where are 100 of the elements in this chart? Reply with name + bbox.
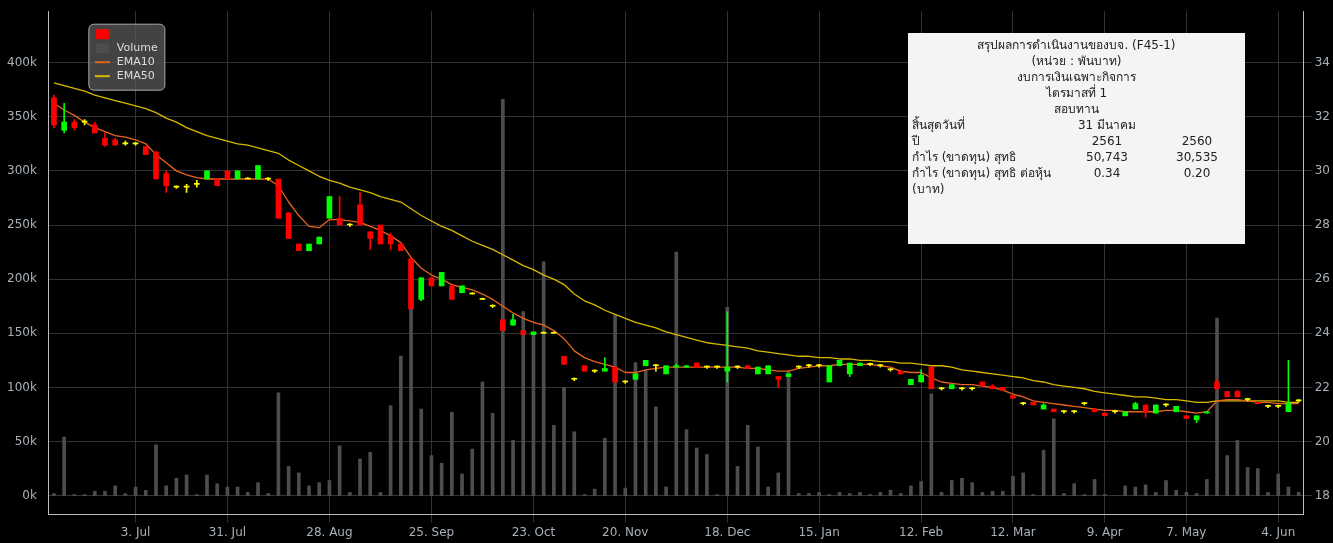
bar: [358, 458, 362, 496]
candlestick: [1203, 411, 1210, 414]
x-tick-label: 15. Jan: [798, 524, 840, 539]
bar: [347, 492, 352, 496]
candlestick: [295, 243, 302, 252]
x-tick-label: 12. Feb: [899, 524, 944, 539]
candlestick: [897, 370, 904, 375]
annotation: งบการเงินเฉพาะกิจการ: [1016, 69, 1137, 84]
candlestick: [1152, 404, 1159, 414]
y2-tick-label: 50k: [14, 433, 37, 448]
candlestick: [449, 285, 455, 300]
candlestick: [755, 366, 761, 375]
x-tick-label: 31. Jul: [208, 524, 247, 539]
candlestick: [408, 258, 414, 310]
candlestick: [153, 151, 159, 180]
annotation: สรุปผลการดำเนินงานของบจ. (F45-1): [976, 37, 1177, 53]
bar: [1215, 317, 1219, 496]
bar: [511, 440, 515, 496]
y-tick-label: 22: [1314, 379, 1331, 394]
bar: [399, 355, 403, 496]
bar: [1011, 475, 1015, 496]
bar: [603, 437, 607, 496]
bar: [266, 493, 271, 496]
x-tick-label: 12. Mar: [990, 524, 1036, 539]
candlestick: [316, 236, 323, 245]
bar: [1194, 493, 1199, 496]
text: ปี 2561 2560: [912, 134, 1213, 148]
bar: [745, 424, 750, 496]
bar: [664, 486, 668, 496]
text: สิ้นสุดวันที่ 31 มีนาคม: [912, 118, 1137, 132]
bar: [143, 489, 148, 496]
bar: [205, 474, 209, 496]
bar: [409, 308, 413, 496]
bar: [756, 446, 760, 496]
bar: [154, 444, 158, 496]
bar: [960, 478, 964, 496]
y2-tick-label: 350k: [6, 108, 37, 123]
x-tick-label: 18. Dec: [704, 524, 751, 539]
bar: [898, 493, 903, 496]
bar: [654, 406, 658, 496]
candlestick: [1122, 411, 1129, 417]
candlestick: [908, 378, 914, 386]
bar: [1153, 492, 1158, 496]
y2-tick-label: 100k: [6, 379, 37, 394]
bar: [368, 452, 373, 496]
candlestick: [826, 365, 833, 383]
candlestick: [306, 243, 312, 252]
bar: [705, 454, 709, 496]
bar: [450, 411, 454, 496]
bar: [1051, 418, 1056, 496]
bar: [123, 493, 128, 496]
annotation: สอบทาน: [1053, 101, 1100, 117]
x-tick-label: 9. Apr: [1086, 524, 1123, 539]
bar: [674, 251, 679, 496]
legend-label: EMA10: [116, 55, 155, 69]
candlestick: [948, 384, 955, 390]
y2-tick-label: 300k: [6, 163, 37, 178]
x-tick-label: 4. Jun: [1261, 524, 1296, 539]
bar: [501, 99, 505, 496]
bar: [796, 493, 801, 496]
bar: [92, 491, 97, 496]
bar: [592, 488, 597, 496]
candlestick: [561, 355, 567, 365]
candlestick: [765, 365, 771, 375]
bar: [164, 485, 169, 496]
bar: [1255, 468, 1260, 496]
bar: [256, 482, 260, 496]
bar: [1174, 489, 1179, 496]
bar: [623, 487, 628, 496]
bar: [1072, 483, 1077, 496]
bar: [1225, 455, 1230, 496]
bar: [1062, 493, 1066, 496]
bar: [103, 491, 107, 496]
y-tick-label: 26: [1314, 271, 1331, 286]
candlestick: [1010, 395, 1016, 399]
bar: [52, 493, 56, 496]
bar: [1204, 479, 1209, 496]
bar: [1000, 491, 1005, 496]
candlestick: [642, 360, 649, 367]
candlestick: [744, 365, 751, 369]
candlestick: [857, 362, 863, 367]
y-tick-label: 34: [1314, 54, 1331, 69]
candlestick: [612, 366, 618, 383]
candlestick: [1173, 406, 1180, 413]
bar: [470, 448, 475, 496]
bar: [1164, 480, 1168, 496]
bar: [307, 485, 311, 496]
candlestick: [469, 292, 476, 295]
bar: [317, 482, 322, 496]
y-tick-label: 30: [1314, 163, 1331, 178]
bar: [245, 492, 250, 496]
bar: [776, 472, 781, 496]
bar: [694, 447, 699, 496]
x-tick-label: 7. May: [1166, 524, 1207, 539]
y2-tick-label: 200k: [6, 271, 37, 286]
bar: [552, 424, 556, 496]
candlestick: [1254, 401, 1261, 404]
candlestick: [214, 178, 221, 187]
bar: [919, 481, 923, 496]
candlestick: [500, 319, 506, 331]
